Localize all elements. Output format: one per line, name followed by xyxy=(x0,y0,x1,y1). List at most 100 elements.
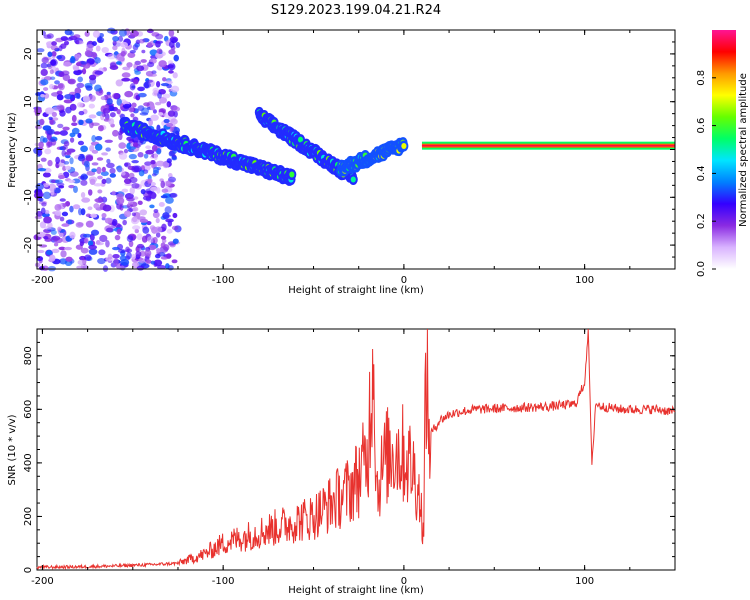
spectrogram-cell xyxy=(112,35,120,42)
spectrogram-cell xyxy=(141,235,148,243)
spectrogram-cell xyxy=(35,210,43,217)
spectrogram-cell xyxy=(101,152,108,156)
spectrogram-cell xyxy=(56,94,64,101)
spectrogram-noise xyxy=(33,27,182,272)
spectrogram-cell xyxy=(57,83,64,89)
spectrogram-cell xyxy=(64,93,74,100)
spectrogram-cell xyxy=(42,183,50,188)
spectrogram-cell xyxy=(154,101,162,106)
spectrogram-cell xyxy=(155,40,161,48)
spectrogram-cell xyxy=(102,204,112,212)
spectrogram-cell xyxy=(105,239,110,248)
spectrogram-cell xyxy=(40,79,49,86)
spectrogram-cell xyxy=(151,144,158,152)
spectrogram-cell xyxy=(129,187,135,195)
spectrogram-cell xyxy=(152,166,160,174)
spectrogram-cell xyxy=(136,233,143,241)
spectrogram-cell xyxy=(78,207,83,216)
spectrogram-cell xyxy=(124,162,131,168)
spectrogram-cell xyxy=(59,198,66,202)
spectrogram-cell xyxy=(107,53,117,60)
spectrogram-cell xyxy=(143,102,150,107)
spectrogram-cell xyxy=(101,213,107,218)
spectrogram-cell xyxy=(71,122,78,127)
spectrogram-cell xyxy=(137,151,144,158)
spectrogram-cell xyxy=(165,180,172,187)
spectrogram-cell xyxy=(167,60,174,66)
spectrogram-cell xyxy=(48,116,53,121)
spectrogram-cell xyxy=(121,72,131,78)
spectrogram-cell xyxy=(162,212,170,220)
spectrogram-cell xyxy=(122,219,127,226)
spectrogram-cell xyxy=(69,171,79,177)
spectrogram-cell xyxy=(82,233,92,238)
spectrogram-cell xyxy=(44,209,50,215)
spectrogram-cell xyxy=(88,248,98,255)
spectrogram-cell xyxy=(112,129,119,137)
spectrogram-cell xyxy=(85,155,94,162)
spectrogram-cell xyxy=(146,28,154,34)
spectrogram-cell xyxy=(59,258,68,265)
snr-y-ticks: 0 200 400 600 800 xyxy=(23,328,675,573)
spectrogram-cell xyxy=(42,87,49,91)
spectrogram-cell xyxy=(137,200,143,206)
spectrogram-cell xyxy=(88,244,98,250)
spectrogram-cell xyxy=(128,153,137,160)
spectrogram-cell xyxy=(139,218,149,223)
spectrogram-cell xyxy=(117,249,127,254)
spectrogram-cell xyxy=(131,225,141,230)
spectrogram-cell xyxy=(172,72,178,79)
spectrogram-cell xyxy=(128,200,134,205)
spectrogram-cell xyxy=(78,119,84,126)
spectrogram-cell xyxy=(154,253,161,259)
spectrogram-cell xyxy=(94,143,103,151)
spectrogram-cell xyxy=(131,160,139,164)
spectrogram-cell xyxy=(175,42,181,49)
spectrogram-cell xyxy=(111,190,116,196)
band-cell-core xyxy=(289,171,295,178)
spectrogram-cell xyxy=(61,149,67,157)
spectrogram-cell xyxy=(58,45,63,52)
spectrogram-cell xyxy=(85,118,93,124)
spectrogram-cell xyxy=(126,197,135,202)
spectrogram-cell xyxy=(96,157,104,161)
spectrogram-cell xyxy=(158,60,167,68)
colorbar-tick-label: 0.4 xyxy=(696,165,707,181)
spectrogram-cell xyxy=(97,257,106,265)
spectrogram-cell xyxy=(129,83,136,91)
spectrogram-cell xyxy=(171,37,178,44)
spectrogram-cell xyxy=(59,130,68,136)
spectrogram-cell xyxy=(165,218,174,223)
spectrogram-cell xyxy=(155,217,160,224)
spectrogram-cell xyxy=(131,253,136,260)
spectrogram-cell xyxy=(155,248,161,253)
spectrogram-y-ticks: -20 -10 0 10 20 xyxy=(23,29,675,270)
spectrogram-cell xyxy=(88,94,96,102)
spectrogram-cell xyxy=(145,149,155,155)
spectrogram-cell xyxy=(69,157,74,165)
spectrogram-cell xyxy=(73,185,78,194)
spectrogram-cell xyxy=(150,160,156,165)
carrier-core xyxy=(421,144,675,147)
spectrogram-cell xyxy=(152,87,160,94)
spectrogram-cell xyxy=(94,57,101,64)
spectrogram-cell xyxy=(71,114,77,123)
spectrogram-y-tick-label: 10 xyxy=(23,95,34,108)
spectrogram-cell xyxy=(65,165,71,170)
spectrogram-cell xyxy=(171,259,178,264)
spectrogram-cell xyxy=(56,104,65,110)
spectrogram-cell xyxy=(54,203,62,211)
spectrogram-cell xyxy=(128,146,136,150)
spectrogram-cell xyxy=(154,226,163,233)
spectrogram-cell xyxy=(112,246,120,251)
spectrogram-cell xyxy=(155,33,164,40)
spectrogram-cell xyxy=(49,58,58,67)
spectrogram-cell xyxy=(88,74,97,81)
snr-y-tick-label: 0 xyxy=(23,567,34,573)
spectrogram-cell xyxy=(150,260,155,265)
spectrogram-cell xyxy=(76,82,85,89)
spectrogram-cell xyxy=(158,112,164,116)
spectrogram-cell xyxy=(173,54,179,62)
spectrogram-cell xyxy=(38,197,44,202)
